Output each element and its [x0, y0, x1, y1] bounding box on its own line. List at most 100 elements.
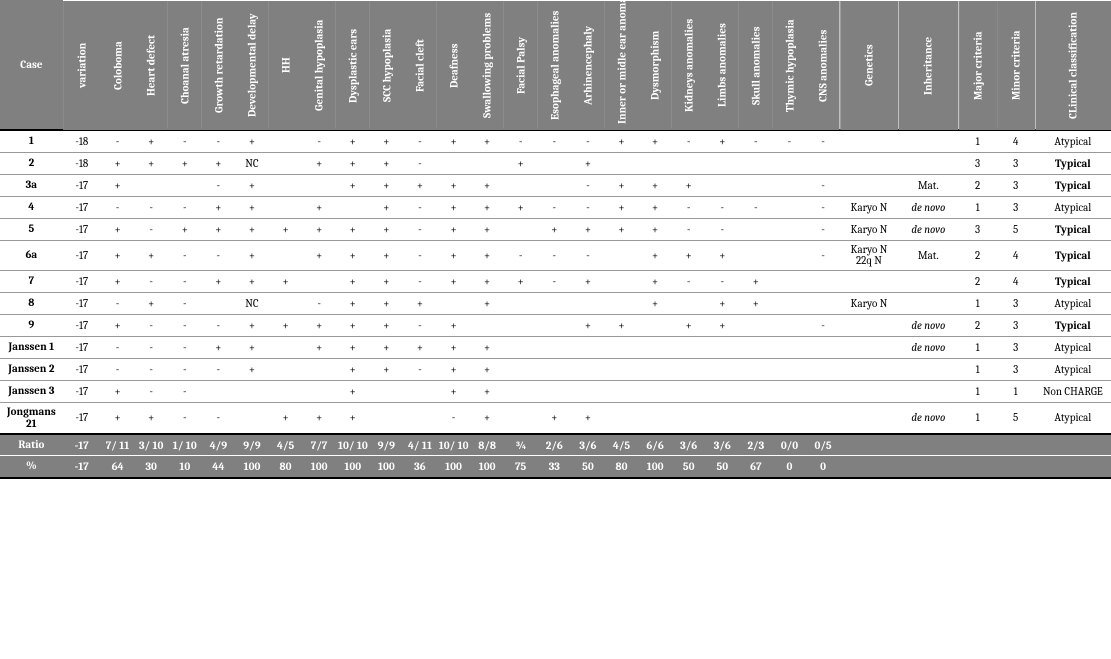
cell-facialcleft: -	[403, 314, 437, 336]
cell-ears: +	[336, 270, 370, 292]
cell-genetics	[840, 314, 898, 336]
cell-swallow: +	[470, 402, 504, 434]
cell-variation: -17	[63, 270, 101, 292]
cell-genital: +	[302, 196, 336, 218]
cell-class: Atypical	[1035, 130, 1111, 152]
cell-palsy	[504, 380, 538, 402]
cell-devdelay: +	[235, 174, 269, 196]
cell-ears: +	[336, 336, 370, 358]
cell-major	[959, 434, 997, 456]
cell-cns: -	[806, 218, 840, 240]
cell-limbs	[705, 402, 739, 434]
cell-deaf: +	[437, 218, 471, 240]
cell-variation: -17	[63, 434, 101, 456]
cell-scc: +	[370, 358, 404, 380]
col-minor: Minor criteria	[997, 0, 1035, 130]
cell-eso: -	[538, 270, 572, 292]
cell-major	[959, 456, 997, 478]
cell-genetics	[840, 434, 898, 456]
cell-skull	[739, 240, 773, 270]
cell-cns: -	[806, 240, 840, 270]
cell-eso: -	[538, 130, 572, 152]
cell-hh	[269, 336, 303, 358]
cell-dysm: +	[638, 218, 672, 240]
cell-inherit	[898, 152, 958, 174]
cell-minor	[997, 434, 1035, 456]
cell-kidney: -	[672, 196, 706, 218]
cell-limbs	[705, 152, 739, 174]
cell-thymic	[773, 174, 807, 196]
col-variation: variation	[63, 0, 101, 130]
cell-deaf: +	[437, 358, 471, 380]
cell-minor: 4	[997, 130, 1035, 152]
cell-limbs: -	[705, 218, 739, 240]
cell-cns: -	[806, 174, 840, 196]
cell-arhin	[571, 358, 605, 380]
cell-heart: -	[134, 380, 168, 402]
cell-thymic: 0/0	[773, 434, 807, 456]
cell-deaf: +	[437, 336, 471, 358]
cell-palsy: 75	[504, 456, 538, 478]
cell-innerear: 80	[605, 456, 639, 478]
cell-variation: -17	[63, 196, 101, 218]
cell-deaf: +	[437, 130, 471, 152]
cell-coloboma: -	[101, 358, 135, 380]
cell-dysm: 6/6	[638, 434, 672, 456]
cell-swallow: 100	[470, 456, 504, 478]
cell-growth: -	[202, 130, 236, 152]
cell-inherit	[898, 270, 958, 292]
table-row: 8-17-+-NC-+++++++Karyo N13Atypical	[0, 292, 1111, 314]
cell-growth: +	[202, 196, 236, 218]
cell-major: 2	[959, 314, 997, 336]
cell-genital: +	[302, 314, 336, 336]
cell-arhin: 50	[571, 456, 605, 478]
cell-growth: -	[202, 314, 236, 336]
cell-innerear	[605, 292, 639, 314]
cell-innerear: +	[605, 174, 639, 196]
cell-swallow	[470, 314, 504, 336]
cell-kidney	[672, 292, 706, 314]
cell-facialcleft: 36	[403, 456, 437, 478]
cell-scc: +	[370, 218, 404, 240]
cell-coloboma: +	[101, 402, 135, 434]
cell-class: Atypical	[1035, 358, 1111, 380]
cell-kidney: -	[672, 218, 706, 240]
cell-class: Atypical	[1035, 402, 1111, 434]
cell-minor: 3	[997, 174, 1035, 196]
table-row: Janssen 3-17+--+++11Non CHARGE	[0, 380, 1111, 402]
cell-kidney	[672, 380, 706, 402]
cell-hh	[269, 174, 303, 196]
cell-variation: -17	[63, 456, 101, 478]
cell-devdelay: +	[235, 270, 269, 292]
cell-class: Typical	[1035, 152, 1111, 174]
cell-deaf: +	[437, 380, 471, 402]
cell-skull: -	[739, 130, 773, 152]
cell-arhin: +	[571, 402, 605, 434]
cell-devdelay: +	[235, 130, 269, 152]
cell-ears: +	[336, 130, 370, 152]
cell-major: 2	[959, 174, 997, 196]
cell-skull: 67	[739, 456, 773, 478]
cell-genital	[302, 270, 336, 292]
cell-scc: +	[370, 336, 404, 358]
col-choanal: Choanal atresia	[168, 0, 202, 130]
cell-eso: -	[538, 240, 572, 270]
col-case: Case	[0, 0, 63, 130]
cell-major: 1	[959, 402, 997, 434]
cell-swallow: +	[470, 292, 504, 314]
col-palsy: Facial Palsy	[504, 0, 538, 130]
cell-ears: +	[336, 240, 370, 270]
cell-major: 1	[959, 336, 997, 358]
cell-heart: -	[134, 196, 168, 218]
cell-scc: +	[370, 240, 404, 270]
cell-swallow: +	[470, 218, 504, 240]
cell-eso	[538, 314, 572, 336]
cell-coloboma: -	[101, 196, 135, 218]
table-row: 3a-17+-++++++-+++-Mat.23Typical	[0, 174, 1111, 196]
cell-innerear: +	[605, 196, 639, 218]
cell-minor: 3	[997, 152, 1035, 174]
cell-choanal: +	[168, 218, 202, 240]
cell-hh	[269, 358, 303, 380]
cell-inherit	[898, 358, 958, 380]
cell-palsy	[504, 218, 538, 240]
